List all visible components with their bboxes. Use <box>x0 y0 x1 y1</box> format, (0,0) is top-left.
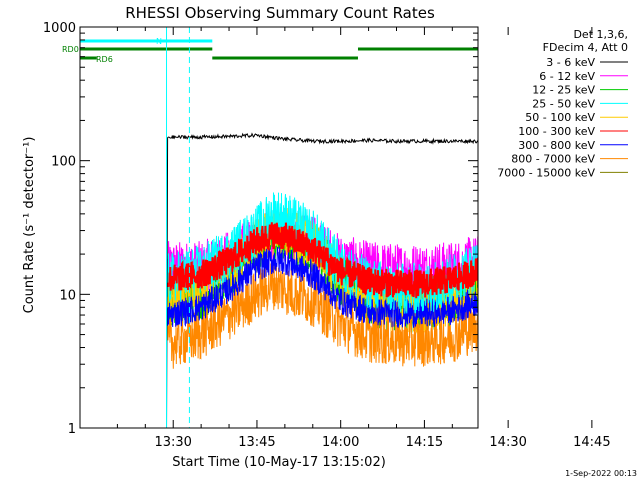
legend-header-2: FDecim 4, Att 0 <box>543 41 628 54</box>
legend-label-4: 50 - 100 keV <box>525 111 595 124</box>
x-axis-label: Start Time (10-May-17 13:15:02) <box>172 455 386 470</box>
footer-timestamp: 1-Sep-2022 00:13 <box>565 469 637 478</box>
series-trace-100-300kev <box>166 222 478 299</box>
state-bar-label-n: N <box>156 37 162 46</box>
y-tick-label-0: 1 <box>68 422 76 437</box>
state-bar-label-rd0: RD0 <box>62 45 79 54</box>
legend-label-3: 25 - 50 keV <box>532 97 595 110</box>
legend-label-5: 100 - 300 keV <box>518 125 595 138</box>
state-bars: N RD0 RD6 <box>62 37 478 64</box>
series-trace-300-800kev <box>167 246 478 328</box>
legend-label-7: 800 - 7000 keV <box>511 153 595 166</box>
series-trace-3-6kev <box>166 132 478 428</box>
legend-header-1: Det 1,3,6, <box>573 28 628 41</box>
x-tick-label-3: 14:15 <box>406 435 443 450</box>
chart-title: RHESSI Observing Summary Count Rates <box>125 4 435 22</box>
legend-label-6: 300 - 800 keV <box>518 139 595 152</box>
x-tick-label-2: 14:00 <box>322 435 359 450</box>
state-bar-label-rd6: RD6 <box>96 55 113 64</box>
y-tick-label-2: 100 <box>51 155 76 170</box>
y-axis-label: Count Rate (s⁻¹ detector⁻¹) <box>22 137 37 314</box>
x-tick-label-0: 13:30 <box>154 435 191 450</box>
axes: 13:30 13:45 14:00 14:15 14:30 14:45 1 10 100 1000 <box>43 21 611 450</box>
series-traces <box>166 132 478 428</box>
x-tick-label-1: 13:45 <box>238 435 275 450</box>
legend-label-2: 12 - 25 keV <box>532 84 595 97</box>
legend-label-8: 7000 - 15000 keV <box>497 166 595 179</box>
x-tick-label-4: 14:30 <box>489 435 526 450</box>
plot-frame <box>79 26 479 429</box>
legend-label-0: 3 - 6 keV <box>546 56 595 69</box>
x-tick-label-5: 14:45 <box>573 435 610 450</box>
y-tick-label-1: 10 <box>59 288 76 303</box>
legend-label-1: 6 - 12 keV <box>539 70 595 83</box>
y-tick-label-3: 1000 <box>43 21 76 36</box>
series-trace-800-7000kev <box>167 260 478 369</box>
